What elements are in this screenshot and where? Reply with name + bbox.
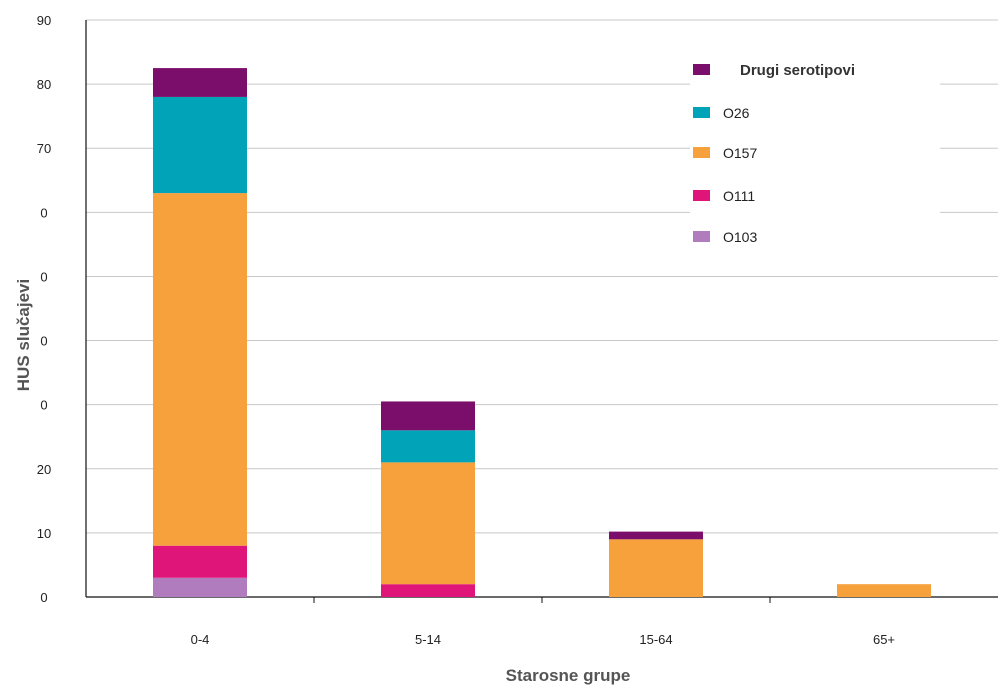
legend-swatch bbox=[693, 231, 710, 242]
bars bbox=[153, 68, 931, 597]
legend-swatch bbox=[693, 64, 710, 75]
legend-label: Drugi serotipovi bbox=[740, 62, 855, 79]
bar-segment-15-64-drugi-serotipovi bbox=[609, 531, 703, 540]
legend-label: O157 bbox=[723, 145, 757, 161]
legend-label: O111 bbox=[723, 188, 755, 204]
y-axis-title: HUS slučajevi bbox=[14, 279, 33, 391]
bar-segment-0-4-o26 bbox=[153, 96, 247, 194]
x-tick-label: 5-14 bbox=[415, 632, 441, 647]
legend-label: O103 bbox=[723, 229, 757, 245]
bar-segment-0-4-drugi-serotipovi bbox=[153, 68, 247, 97]
legend: Drugi serotipovi O26 O157 O111 O103 bbox=[693, 62, 855, 245]
legend-swatch bbox=[693, 190, 710, 201]
x-axis-title: Starosne grupe bbox=[506, 666, 631, 685]
x-tick-label: 15-64 bbox=[639, 632, 672, 647]
legend-label: O26 bbox=[723, 105, 750, 121]
bar-segment-65+-o157 bbox=[837, 584, 931, 597]
y-tick-label: 20 bbox=[37, 462, 51, 477]
bar-segment-5-14-o26 bbox=[381, 430, 475, 463]
legend-swatch bbox=[693, 147, 710, 158]
legend-background bbox=[690, 48, 940, 274]
bar-segment-0-4-o103 bbox=[153, 577, 247, 597]
y-tick-label: 90 bbox=[37, 13, 51, 28]
bar-segment-15-64-o157 bbox=[609, 539, 703, 597]
y-tick-label: 0 bbox=[40, 398, 47, 413]
legend-swatch bbox=[693, 107, 710, 118]
bar-segment-0-4-o111 bbox=[153, 545, 247, 578]
x-tick-label: 65+ bbox=[873, 632, 895, 647]
bar-segment-5-14-drugi-serotipovi bbox=[381, 401, 475, 431]
y-tick-label: 70 bbox=[37, 141, 51, 156]
y-tick-label: 0 bbox=[40, 334, 47, 349]
y-tick-label: 80 bbox=[37, 77, 51, 92]
bar-segment-0-4-o157 bbox=[153, 193, 247, 546]
y-tick-label: 0 bbox=[40, 205, 47, 220]
bar-segment-5-14-o157 bbox=[381, 462, 475, 585]
y-tick-label: 0 bbox=[40, 590, 47, 605]
y-tick-label: 10 bbox=[37, 526, 51, 541]
y-tick-labels: 0 10 20 0 0 0 0 70 80 90 bbox=[37, 13, 51, 605]
x-tick-labels: 0-4 5-14 15-64 65+ bbox=[191, 632, 895, 647]
x-tick-label: 0-4 bbox=[191, 632, 210, 647]
bar-segment-5-14-o111 bbox=[381, 584, 475, 597]
y-tick-label: 0 bbox=[40, 269, 47, 284]
